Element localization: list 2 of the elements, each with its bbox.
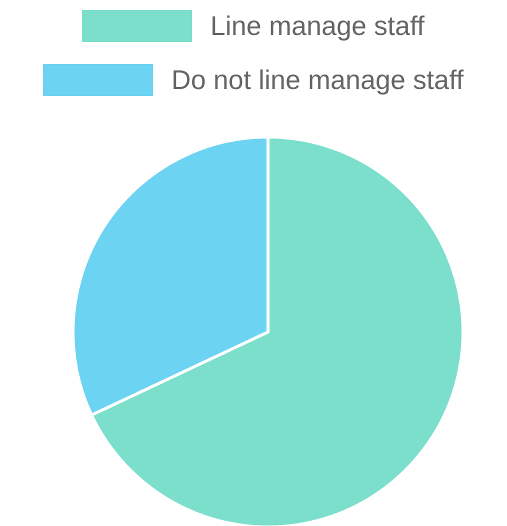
legend-label: Do not line manage staff (171, 64, 464, 96)
legend-label: Line manage staff (210, 10, 425, 42)
